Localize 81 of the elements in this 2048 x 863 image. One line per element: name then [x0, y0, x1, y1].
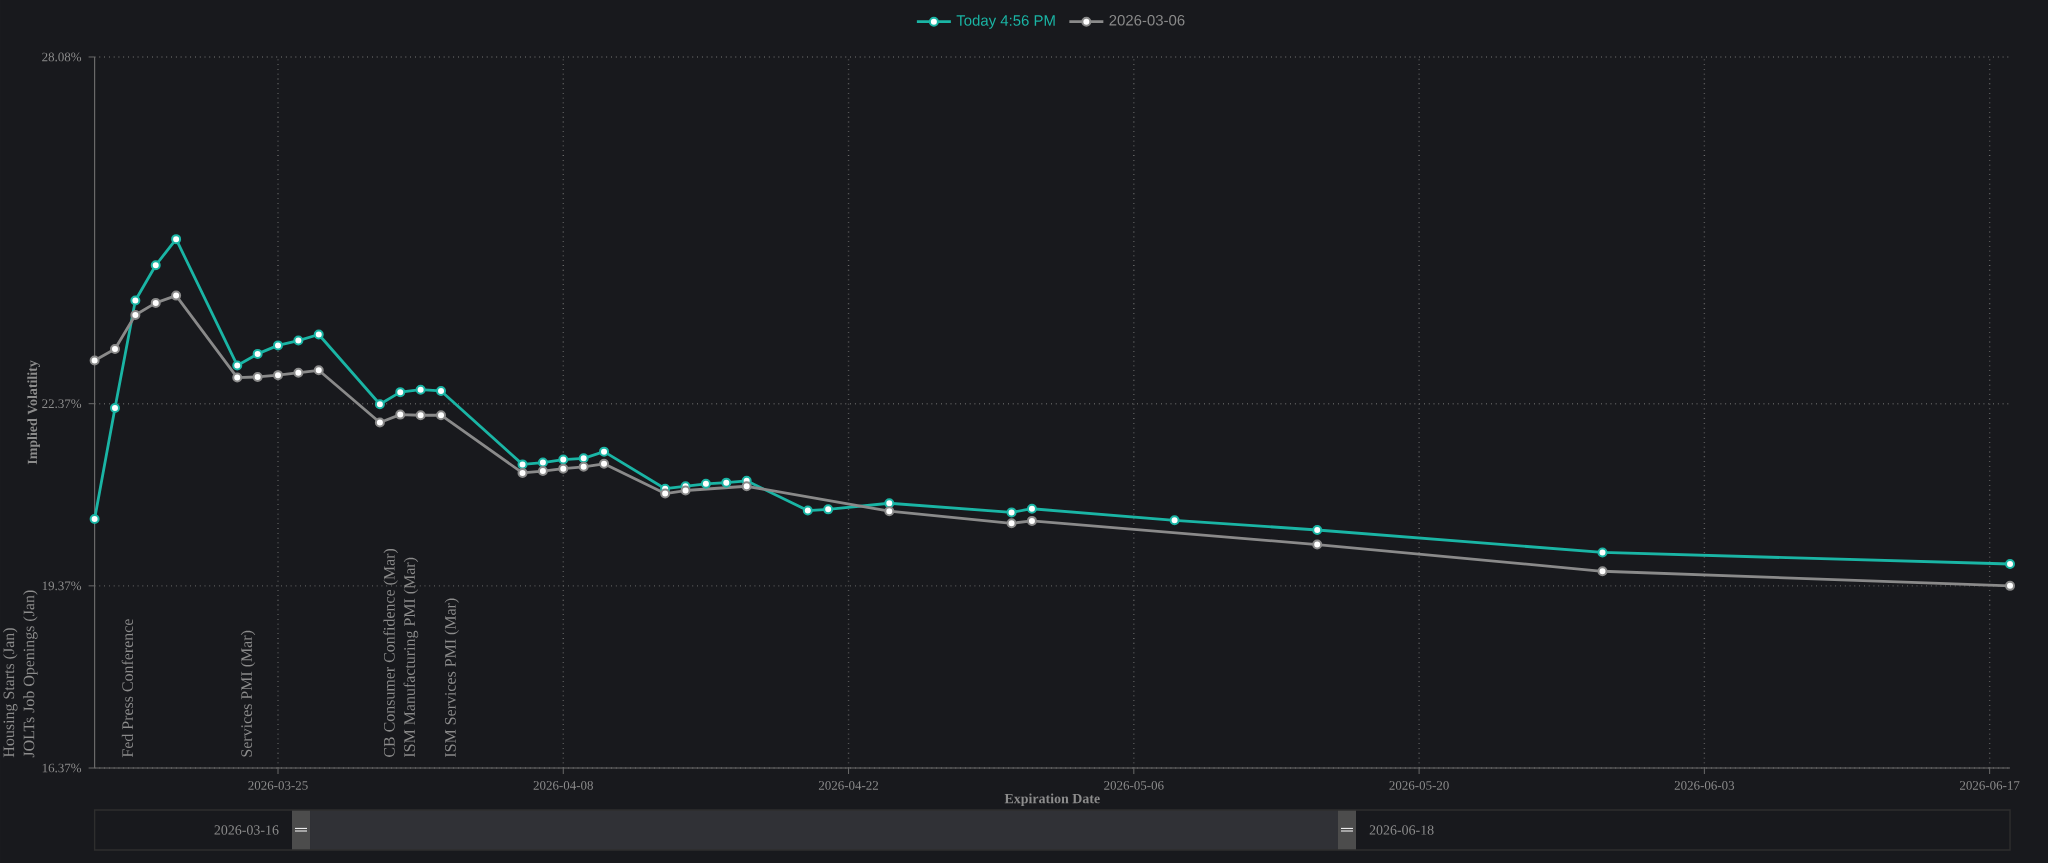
- point: [741, 481, 752, 492]
- point: [1026, 503, 1037, 514]
- point: [1597, 566, 1608, 577]
- x-tick-label: 2026-05-20: [1389, 781, 1449, 790]
- point: [1312, 539, 1323, 550]
- x-tick-label: 2026-06-03: [1674, 781, 1735, 790]
- y-tick-label: 19.37%: [42, 581, 82, 591]
- point: [578, 461, 589, 472]
- annotation: ISM Manufacturing PMI (Mar): [403, 557, 419, 758]
- x-tick-label: 2026-04-22: [818, 781, 879, 790]
- point: [415, 384, 426, 395]
- point: [232, 372, 243, 383]
- point: [558, 463, 569, 474]
- point: [1026, 515, 1037, 526]
- text: 2026-06-18: [1369, 825, 1434, 835]
- point: [680, 485, 691, 496]
- point: [823, 504, 834, 515]
- y-tick-label: 28.08%: [42, 52, 82, 62]
- point: [252, 371, 263, 382]
- point: [721, 477, 732, 488]
- point: [89, 355, 100, 366]
- point: [109, 402, 120, 413]
- point: [1006, 518, 1017, 529]
- point: [1597, 547, 1608, 558]
- point: [293, 335, 304, 346]
- point: [1169, 515, 1180, 526]
- point: [395, 409, 406, 420]
- point: [150, 297, 161, 308]
- point: [2005, 580, 2016, 591]
- point: [313, 329, 324, 340]
- point: [374, 399, 385, 410]
- point: [884, 506, 895, 517]
- point: [313, 365, 324, 376]
- point: [1312, 524, 1323, 535]
- y-tick-label: 22.37%: [42, 399, 82, 409]
- point: [130, 310, 141, 321]
- point: [537, 466, 548, 477]
- x-tick-label: 2026-06-17: [1959, 781, 2020, 790]
- text: Housing Starts (Jan): [3, 628, 18, 758]
- point: [802, 505, 813, 516]
- point: [293, 367, 304, 378]
- point: [1006, 507, 1017, 518]
- point: [109, 344, 120, 355]
- point: [395, 387, 406, 398]
- point: [374, 417, 385, 428]
- annotation: CB Consumer Confidence (Mar): [383, 548, 398, 757]
- annotation: Fed Press Conference: [121, 619, 134, 758]
- point: [89, 514, 100, 525]
- legend-label: Today 4:56 PM: [956, 14, 1055, 29]
- point: [660, 488, 671, 499]
- text: JOLTs Job Openings (Jan): [23, 590, 38, 758]
- point: [599, 446, 610, 457]
- point: [436, 385, 447, 396]
- point: [273, 340, 283, 351]
- point: [517, 467, 528, 478]
- y-tick-label: 16.37%: [42, 763, 82, 773]
- x-tick-label: 2026-03-25: [248, 781, 308, 790]
- annotation: ISM Services PMI (Mar): [444, 598, 460, 758]
- point: [2005, 558, 2016, 569]
- point: [232, 360, 243, 371]
- point: [700, 478, 711, 489]
- legend-label: 2026-03-06: [1109, 15, 1185, 26]
- point: [171, 290, 182, 301]
- x-axis-title: Expiration Date: [1004, 793, 1100, 807]
- point: [884, 498, 895, 509]
- point: [171, 234, 182, 245]
- text: 2026-03-16: [214, 825, 279, 835]
- point: [578, 453, 589, 464]
- annotation: Services PMI (Mar): [240, 630, 256, 757]
- y-axis-title: Implied Volatility: [27, 360, 40, 465]
- point: [436, 410, 447, 421]
- point: [130, 295, 141, 306]
- x-tick-label: 2026-05-06: [1104, 781, 1164, 790]
- point: [415, 410, 426, 421]
- point: [599, 458, 610, 469]
- point: [558, 454, 569, 465]
- x-tick-label: 2026-04-08: [533, 781, 593, 790]
- point: [150, 260, 161, 271]
- point: [252, 348, 263, 359]
- point: [537, 457, 548, 468]
- point: [273, 370, 283, 381]
